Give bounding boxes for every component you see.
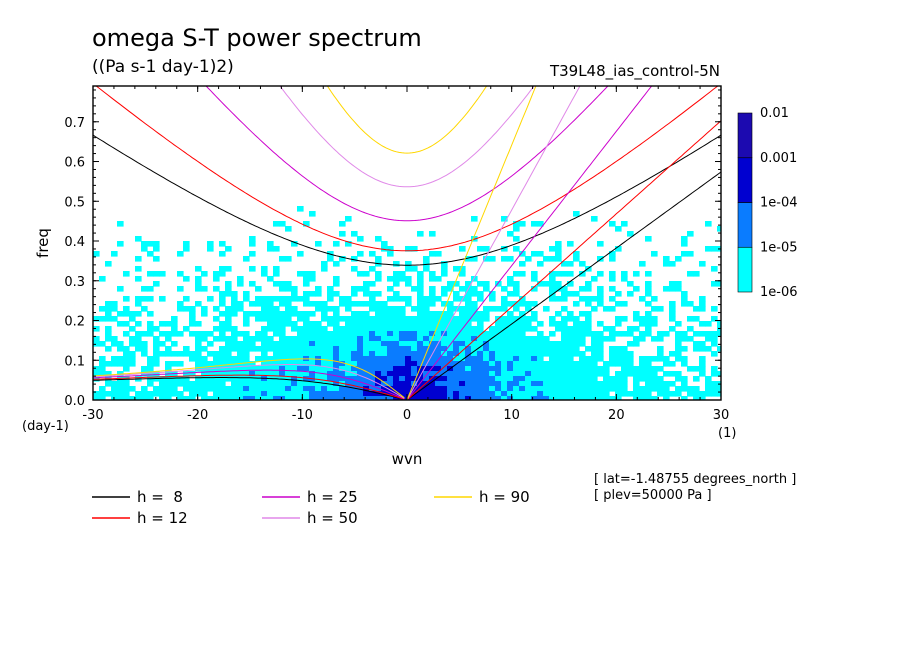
power-spectrum-field	[93, 206, 721, 400]
y-tick-label: 0.4	[64, 235, 85, 250]
curve-inertia-gravity-h50	[279, 86, 535, 188]
chart-subtitle: ((Pa s-1 day-1)2)	[92, 57, 234, 77]
x-tick-label: 0	[403, 408, 411, 423]
x-tick-label: -30	[82, 408, 103, 423]
colorbar-label: 1e-06	[760, 285, 798, 300]
legend-label: h = 25	[307, 488, 358, 506]
curve-kelvin-h12	[406, 120, 721, 400]
y-tick-label: 0.7	[64, 116, 85, 131]
y-tick-label: 0.1	[64, 354, 85, 369]
curve-rossby-h8	[93, 377, 405, 400]
colorbar-swatch	[737, 202, 753, 248]
colorbar-label: 1e-05	[760, 240, 798, 255]
y-tick-label: 0.2	[64, 315, 85, 330]
x-tick-label: 10	[503, 408, 520, 423]
colorbar-label: 0.001	[760, 151, 797, 166]
y-tick-label: 0.6	[64, 156, 85, 171]
x-tick-label: 30	[713, 408, 730, 423]
curve-kelvin-h25	[406, 86, 653, 400]
x-tick-label: -20	[187, 408, 208, 423]
y-tick-label: 0.5	[64, 195, 85, 210]
x-tick-label: -10	[292, 408, 313, 423]
x-unit-label: (1)	[718, 426, 736, 441]
colorbar-swatch	[737, 157, 753, 203]
curve-kelvin-h50	[406, 86, 581, 400]
dispersion-curves	[93, 86, 721, 400]
experiment-label: T39L48_ias_control-5N	[549, 62, 720, 81]
colorbar-swatch	[737, 246, 753, 293]
curve-kelvin-h8	[406, 171, 721, 400]
annotation-plev: [ plev=50000 Pa ]	[594, 488, 712, 503]
curve-inertia-gravity-h25	[205, 86, 609, 222]
colorbar: 1e-06 1e-05 1e-04 0.001 0.01	[737, 106, 798, 300]
y-unit-label: (day-1)	[22, 419, 69, 434]
legend-label: h = 8	[137, 488, 183, 506]
y-tick-label: 0.3	[64, 275, 85, 290]
y-axis-label: freq	[34, 228, 52, 258]
axis-ticks: -30 -20 -10 0 10 20 30 0.0 0.1 0.2 0.3 0.4 0.5 0.6 0.7	[64, 86, 729, 423]
legend-label: h = 12	[137, 509, 188, 527]
legend: h = 8 h = 12 h = 25 h = 50 h = 90	[92, 488, 530, 527]
colorbar-label: 1e-04	[760, 196, 798, 211]
curve-inertia-gravity-h12	[95, 86, 719, 252]
x-axis-label: wvn	[392, 450, 423, 468]
curve-rossby-h25	[93, 369, 405, 400]
y-tick-label: 0.0	[64, 394, 85, 409]
curve-kelvin-h90	[406, 86, 537, 400]
chart-title: omega S-T power spectrum	[92, 24, 422, 52]
legend-label: h = 90	[479, 488, 530, 506]
curve-inertia-gravity-h90	[326, 86, 488, 154]
curve-rossby-h50	[93, 364, 405, 399]
curve-rossby-h90	[93, 358, 405, 399]
legend-label: h = 50	[307, 509, 358, 527]
x-tick-label: 20	[608, 408, 625, 423]
curve-rossby-h12	[93, 374, 405, 400]
curve-inertia-gravity-h8	[93, 134, 721, 266]
colorbar-swatch	[737, 112, 753, 159]
annotation-lat: [ lat=-1.48755 degrees_north ]	[594, 472, 796, 487]
colorbar-label: 0.01	[760, 106, 789, 121]
